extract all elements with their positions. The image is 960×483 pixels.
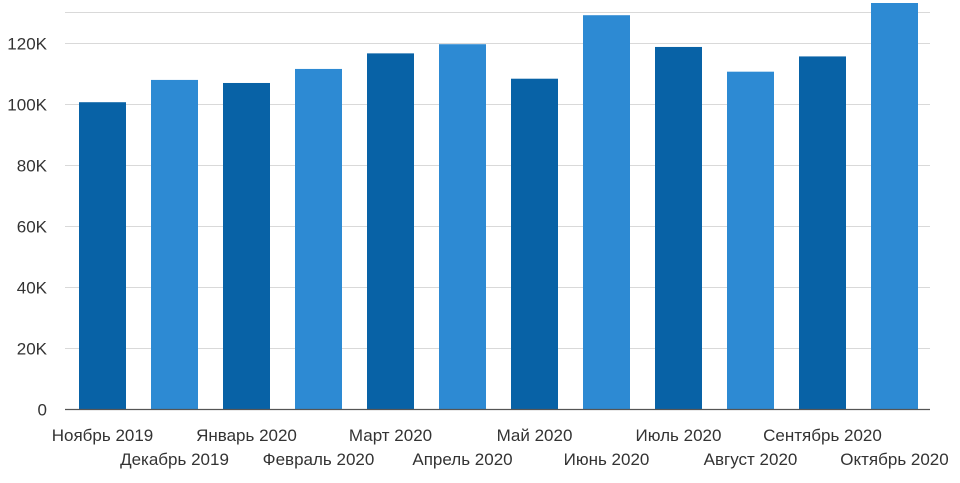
x-tick-label: Июнь 2020: [564, 450, 650, 469]
bar: [655, 46, 702, 410]
bar: [223, 82, 270, 410]
x-tick-label: Январь 2020: [196, 426, 297, 445]
y-tick-label: 20K: [17, 340, 48, 359]
y-tick-label: 40K: [17, 279, 48, 298]
bar: [295, 68, 342, 410]
x-tick-label: Март 2020: [349, 426, 432, 445]
y-tick-label: 60K: [17, 218, 48, 237]
bar: [367, 53, 414, 410]
bar: [871, 3, 918, 409]
bars: [79, 3, 918, 410]
y-axis-ticks: 0 20K 40K 60K 80K 100K 120K: [7, 35, 47, 420]
x-tick-label: Ноябрь 2019: [52, 426, 154, 445]
bar: [79, 102, 126, 410]
x-tick-label: Декабрь 2019: [120, 450, 229, 469]
bar: [727, 71, 774, 410]
y-tick-label: 100K: [7, 96, 47, 115]
x-tick-label: Апрель 2020: [412, 450, 512, 469]
x-tick-label: Октябрь 2020: [840, 450, 948, 469]
x-tick-label: Сентябрь 2020: [763, 426, 882, 445]
x-tick-label: Август 2020: [704, 450, 798, 469]
y-tick-label: 120K: [7, 35, 47, 54]
y-tick-label: 80K: [17, 157, 48, 176]
bar: [799, 56, 846, 409]
x-axis-ticks: Ноябрь 2019 Декабрь 2019 Январь 2020 Феврал…: [52, 426, 949, 469]
bar: [511, 78, 558, 409]
bar: [151, 79, 198, 409]
x-tick-label: Июль 2020: [636, 426, 722, 445]
gridlines: [65, 12, 930, 349]
y-tick-label: 0: [38, 401, 47, 420]
bar: [583, 15, 630, 409]
bar: [439, 44, 486, 410]
x-tick-label: Февраль 2020: [263, 450, 375, 469]
x-tick-label: Май 2020: [497, 426, 573, 445]
